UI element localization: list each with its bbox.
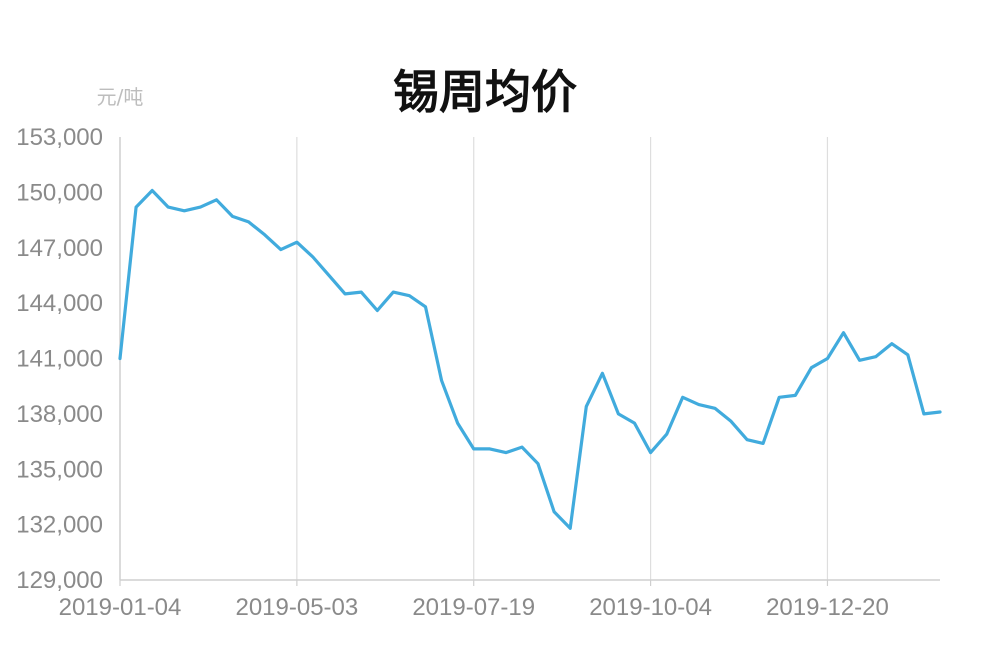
data-point [118,357,122,360]
x-tick-label: 2019-01-04 [59,594,182,621]
x-axis-ticks: 2019-01-04 2019-05-03 2019-07-19 2019-10-04… [59,580,889,621]
data-point [263,233,266,237]
data-point [424,305,427,309]
gridlines [296,137,829,580]
y-tick-label: 147,000 [16,235,103,262]
data-point [906,353,910,357]
data-point [633,421,636,425]
data-point [359,290,363,294]
axes [119,137,940,581]
data-point [472,447,475,451]
data-point [552,510,556,513]
data-point [665,432,668,436]
y-tick-label: 141,000 [16,346,103,373]
y-tick-label: 150,000 [16,179,103,206]
data-point [456,421,459,425]
data-point [697,403,701,406]
y-tick-label: 135,000 [16,456,103,483]
y-axis-unit: 元/吨 [97,85,144,109]
data-point [922,412,926,416]
data-point [134,205,138,209]
y-tick-label: 144,000 [16,290,103,317]
data-point [167,205,170,209]
y-tick-label: 129,000 [16,567,103,594]
x-tick-label: 2019-12-20 [766,594,889,621]
data-point [778,396,781,399]
data-point [617,412,620,416]
data-point [408,294,411,297]
data-point [842,331,845,334]
data-point [183,209,186,213]
data-point [488,447,492,451]
data-point [761,442,765,445]
data-point [745,438,749,441]
data-point [215,198,218,201]
data-point [440,379,443,382]
y-tick-label: 132,000 [16,512,103,539]
data-point [279,248,282,251]
data-point [343,292,347,296]
data-point [649,451,652,454]
y-axis-ticks: 129,000 132,000 135,000 138,000 141,000 144,0… [16,124,103,594]
data-point [794,394,797,397]
plot-area [118,188,942,530]
data-point [601,372,604,375]
data-point [504,451,508,454]
x-tick-label: 2019-05-03 [235,594,358,621]
data-point [810,366,813,369]
data-point [568,527,572,530]
data-point [681,396,684,399]
data-point [327,274,331,277]
data-point [729,420,733,423]
data-point [890,342,893,345]
data-point [150,189,154,192]
data-point [231,215,234,218]
data-point [536,462,540,465]
data-point [874,355,877,358]
data-point [520,445,524,449]
data-point [585,405,588,408]
data-point [938,410,942,414]
data-point [826,357,829,360]
chart-title: 锡周均价 [393,65,577,119]
y-tick-label: 138,000 [16,401,103,428]
data-point [311,255,315,259]
series-line [118,188,942,530]
data-point [858,359,861,362]
data-point [376,309,379,312]
data-point [295,241,299,244]
data-point [713,407,717,410]
y-tick-label: 153,000 [16,124,103,151]
data-point [247,220,250,224]
data-point [392,290,395,294]
x-tick-label: 2019-10-04 [589,594,712,621]
data-point [199,205,202,209]
x-tick-label: 2019-07-19 [412,594,535,621]
